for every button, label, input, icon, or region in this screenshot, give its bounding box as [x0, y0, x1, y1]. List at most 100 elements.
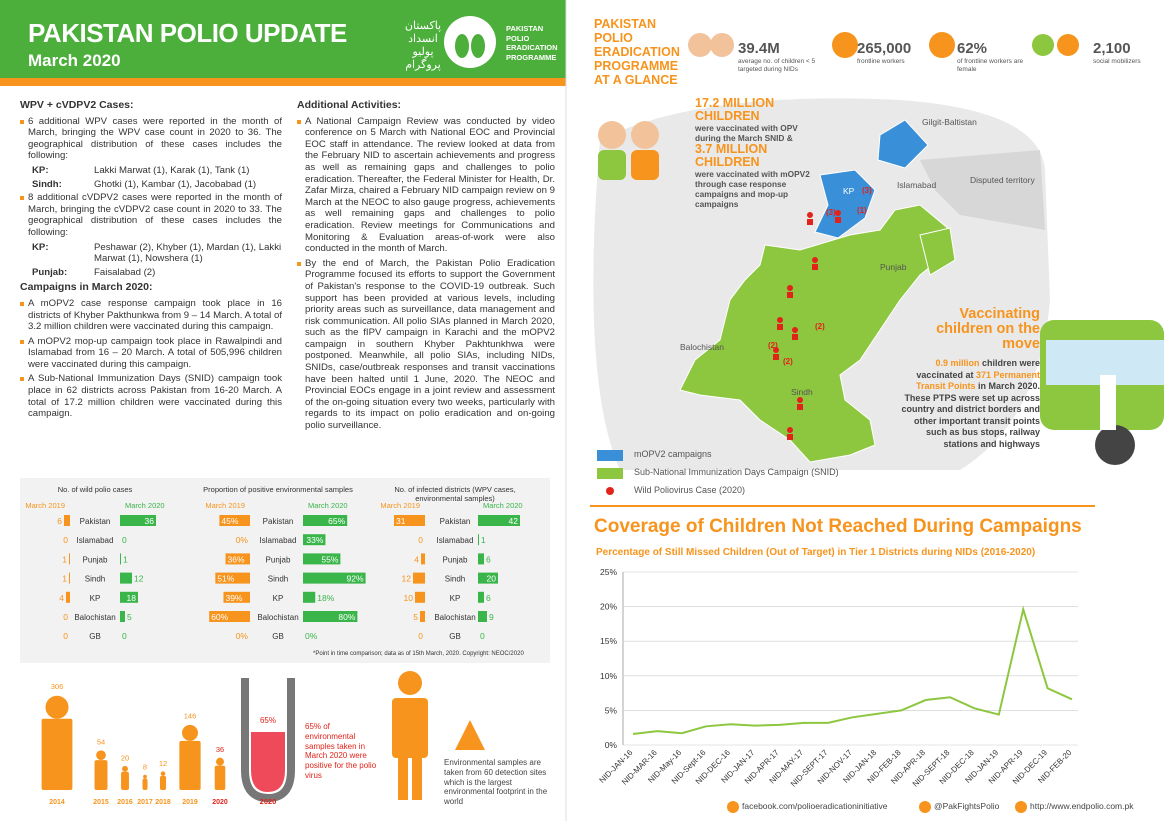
case-count-label: 54 [97, 738, 105, 747]
region: Punjab: [32, 266, 68, 278]
region: KP: [32, 164, 49, 176]
value-label: 0 [480, 631, 485, 641]
case-figure [142, 778, 148, 790]
year-label: 2018 [155, 799, 171, 806]
year-label: 2016 [117, 799, 133, 806]
value-label: 5 [127, 612, 132, 622]
case-figure [94, 760, 108, 790]
bar [303, 611, 358, 622]
region-label: Islamabad [77, 536, 114, 545]
tube-year: 2020 [260, 797, 277, 806]
glance-title: PAKISTAN POLIO ERADICATION PROGRAMME AT … [594, 17, 680, 87]
case-figure-head [216, 757, 224, 766]
chart-subtitle: Percentage of Still Missed Children (Out… [596, 547, 1036, 558]
value-label: 42 [509, 516, 519, 526]
bar [120, 611, 125, 622]
year-label: March 2020 [125, 501, 165, 510]
header-strip [0, 78, 566, 86]
bar [219, 515, 250, 526]
transit-part: 371 Permanent Transit Points [915, 369, 1040, 392]
bar [413, 572, 425, 584]
case-count-label: 306 [51, 682, 64, 691]
year-label: 2015 [93, 799, 109, 806]
year-label: March 2019 [25, 501, 65, 510]
env-samples-text: 65% of environmental samples taken in Ma… [305, 722, 377, 780]
case-marker [787, 285, 793, 298]
lab-worker-icon [392, 671, 485, 800]
bar [69, 572, 70, 584]
bar [120, 572, 132, 584]
region-label: GB [449, 632, 461, 641]
value-label: 0% [305, 631, 318, 641]
map-label: Sindh [791, 387, 813, 397]
bar [420, 611, 425, 622]
value-label: 0% [236, 631, 249, 641]
value-label: 20 [487, 574, 497, 584]
footer-link[interactable]: @PakFightsPolio [934, 801, 1000, 811]
footer-link[interactable]: http://www.endpolio.com.pk [1030, 801, 1134, 811]
map-label: Disputed territory [970, 175, 1035, 185]
disputed-area [920, 150, 1045, 230]
value-label: 36 [145, 516, 155, 526]
region-label: GB [272, 632, 284, 641]
value-label: 0 [122, 631, 127, 641]
case-figure [41, 718, 73, 790]
value-label: 18 [127, 593, 137, 603]
bullet-text: By the end of March, the Pakistan Polio … [297, 258, 555, 432]
value-label: 92% [347, 574, 364, 584]
value-label: 4 [59, 593, 64, 603]
value-label: 51% [217, 574, 234, 584]
region-label: Balochistan [257, 613, 298, 622]
stat-label: of frontline workers are female [957, 58, 1024, 73]
case-marker [787, 427, 793, 440]
year-label: March 2019 [380, 501, 420, 510]
bar [225, 553, 250, 565]
map-label: KP [843, 186, 855, 196]
case-marker [835, 210, 841, 223]
stat-label: average no. of children < 5 targeted dur… [738, 58, 816, 73]
case-count-label: 36 [216, 745, 224, 754]
stat-value: 62% [957, 40, 988, 57]
y-tick-label: 5% [605, 705, 618, 715]
case-marker [812, 257, 818, 270]
stat-label: frontline workers [857, 58, 905, 65]
transit-part: in March 2020. These PTPS were set up ac… [901, 381, 1040, 449]
value-label: 60% [211, 612, 228, 622]
case-figure [159, 775, 167, 790]
children-icon [598, 121, 659, 180]
year-label: March 2020 [308, 501, 348, 510]
middle-column: Additional Activities: A National Campaig… [297, 99, 555, 435]
case-count-label: 8 [143, 762, 147, 771]
bar [120, 553, 121, 565]
region-label: KP [273, 594, 284, 603]
y-tick-label: 25% [600, 567, 617, 577]
footer-link[interactable]: facebook.com/polioeradicationinitiative [742, 801, 888, 811]
value-label: 39% [225, 593, 242, 603]
bullet-text: 6 additional WPV cases were reported in … [20, 116, 282, 162]
region-label: Punjab [443, 555, 468, 564]
snid-area-east [919, 227, 956, 276]
region-label: Pakistan [263, 517, 294, 526]
y-tick-label: 10% [600, 671, 617, 681]
bullet-text: 8 additional cVDPV2 cases were reported … [20, 192, 282, 238]
case-figure-head [122, 765, 128, 772]
value-label: 18% [317, 593, 334, 603]
data-line [632, 605, 1073, 735]
transit-part: children were vaccinated at [916, 358, 1040, 380]
bar [478, 591, 484, 603]
table-title: Proportion of positive environmental sam… [203, 485, 353, 494]
distribution-row: Sindh: Ghotki (1), Kambar (1), Jacobabad … [20, 179, 282, 191]
case-marker [797, 397, 803, 410]
bullet-text: A National Campaign Review was conducted… [297, 116, 555, 255]
region-label: KP [450, 594, 461, 603]
distribution-row: KP: Peshawar (2), Khyber (1), Mardan (1),… [20, 242, 282, 265]
value-label: 80% [338, 612, 355, 622]
region-label: Punjab [266, 555, 291, 564]
callout-part: 17.2 MILLION CHILDREN [695, 96, 775, 123]
stat-value: 2,100 [1093, 40, 1131, 57]
glance-icons [688, 32, 1079, 58]
section-heading: Additional Activities: [297, 99, 402, 111]
value-label: 31 [396, 516, 406, 526]
region-label: Balochistan [74, 613, 115, 622]
